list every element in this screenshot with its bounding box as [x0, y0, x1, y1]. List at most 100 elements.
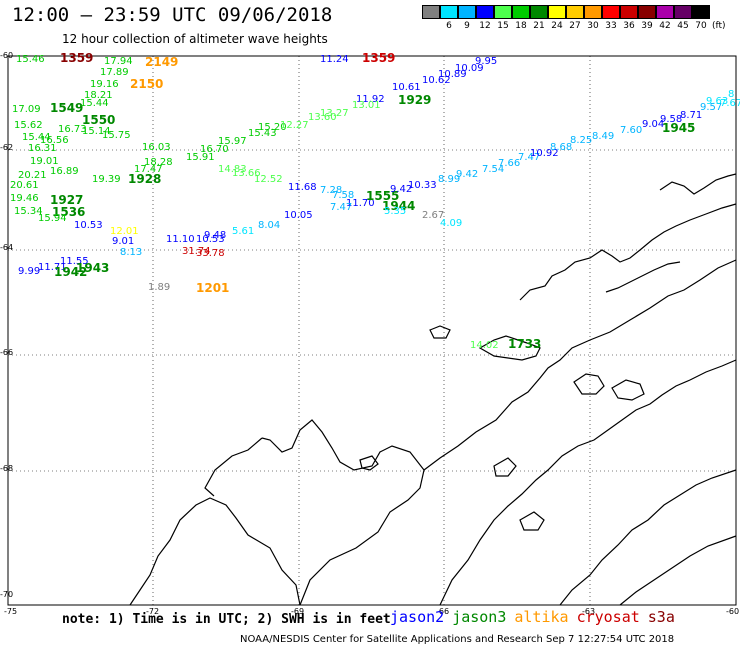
color-scale-step: 70 — [691, 5, 710, 31]
wave-height-label: 13.27 — [320, 108, 349, 119]
color-swatch — [421, 5, 440, 19]
color-swatch — [457, 5, 476, 19]
color-scale-step: 18 — [511, 5, 530, 31]
wave-height-label: 15.34 — [14, 206, 43, 217]
color-scale-step: 42 — [655, 5, 674, 31]
wave-height-label: 13.60 — [308, 112, 337, 123]
wave-height-label: 16.70 — [200, 144, 229, 155]
wave-height-label: 16.03 — [142, 142, 171, 153]
wave-height-label: 18.28 — [144, 157, 173, 168]
wave-height-label: 14.02 — [470, 340, 499, 351]
color-scale-label: 39 — [641, 21, 653, 31]
color-scale-step: 27 — [565, 5, 584, 31]
wave-height-label: 8 — [728, 89, 734, 100]
color-swatch — [439, 5, 458, 19]
wave-height-label: 15.44 — [22, 132, 51, 143]
wave-height-label: 19.16 — [90, 79, 119, 90]
color-scale-label: 21 — [533, 21, 545, 31]
wave-height-label: 9.63 — [706, 96, 728, 107]
color-swatch — [511, 5, 530, 19]
observation-time-label: 1549 — [50, 101, 83, 115]
wave-height-label: 7.60 — [620, 125, 642, 136]
wave-height-label: 33.78 — [196, 248, 225, 259]
color-scale-step: 6 — [439, 5, 458, 31]
color-scale-label: 12 — [479, 21, 491, 31]
wave-height-label: 12.01 — [110, 226, 139, 237]
wave-height-label: 15.46 — [16, 54, 45, 65]
wave-height-label: 16.89 — [50, 166, 79, 177]
wave-height-label: 9.42 — [390, 184, 412, 195]
footer-credit: NOAA/NESDIS Center for Satellite Applica… — [240, 634, 675, 645]
wave-height-label: 15.20 — [258, 122, 287, 133]
color-scale-step: 39 — [637, 5, 656, 31]
latitude-label: -68 — [0, 464, 13, 473]
latitude-labels: -60 -62 -64 -66 -68 -70 — [0, 51, 13, 599]
wave-height-label: 20.21 — [18, 170, 47, 181]
wave-height-label: 19.46 — [10, 193, 39, 204]
wave-height-label: 17.89 — [100, 67, 129, 78]
longitude-label: -66 — [436, 607, 449, 616]
wave-height-label: 17.09 — [12, 104, 41, 115]
wave-height-label: 19.39 — [92, 174, 121, 185]
wave-height-label: 9.48 — [204, 230, 226, 241]
mission-s3a: s3a — [647, 608, 675, 626]
color-scale-step: 12 — [475, 5, 494, 31]
wave-height-label: 10.53 — [74, 220, 103, 231]
wave-height-label: 11.70 — [346, 198, 375, 209]
wave-height-label: 16.73 — [58, 124, 87, 135]
color-scale-label: 36 — [623, 21, 635, 31]
color-scale-label: 6 — [446, 21, 452, 31]
color-scale-step: 36 — [619, 5, 638, 31]
observation-time-label: 1945 — [662, 121, 695, 135]
latitude-label: -66 — [0, 348, 13, 357]
mission-jason2: jason2 — [390, 608, 445, 626]
wave-height-label: 5.35 — [384, 206, 406, 217]
wave-height-label: 11.24 — [320, 54, 349, 65]
color-swatch — [493, 5, 512, 19]
observation-time-label: 1550 — [82, 113, 115, 127]
wave-height-label: 15.43 — [248, 128, 277, 139]
wave-height-label: 13.01 — [352, 100, 381, 111]
color-swatch — [547, 5, 566, 19]
latitude-label: -64 — [0, 243, 13, 252]
wave-height-label: 10.09 — [455, 63, 484, 74]
wave-height-label: 13.66 — [232, 168, 261, 179]
wave-height-label: 12.52 — [254, 174, 283, 185]
wave-height-label: 10.53 — [196, 234, 225, 245]
wave-height-label: 7.58 — [332, 190, 354, 201]
chart-subtitle: 12 hour collection of altimeter wave hei… — [62, 32, 328, 46]
observation-time-label: 1201 — [196, 281, 229, 295]
wave-height-label: 9.42 — [456, 169, 478, 180]
color-scale-label: 70 — [695, 21, 707, 31]
graticule — [8, 56, 736, 605]
longitude-label: -69 — [291, 607, 304, 616]
observation-time-label: 1943 — [76, 261, 109, 275]
wave-height-label: 4.09 — [440, 218, 462, 229]
latitude-label: -60 — [0, 51, 13, 60]
wave-height-label: 8.13 — [120, 247, 142, 258]
latitude-label: -70 — [0, 590, 13, 599]
wave-height-label: 8.49 — [592, 131, 614, 142]
wave-height-label: 9.57 — [700, 102, 722, 113]
wave-height-label: 7.47 — [518, 152, 540, 163]
wave-height-label: 20.61 — [10, 180, 39, 191]
observation-time-label: 1359 — [60, 51, 93, 65]
color-scale-label: 15 — [497, 21, 509, 31]
color-scale-label: 33 — [605, 21, 617, 31]
longitude-labels: -75 -72 -69 -66 -63 -60 — [4, 607, 739, 616]
color-scale-label: 30 — [587, 21, 599, 31]
wave-height-label: 19.01 — [30, 156, 59, 167]
wave-height-label: 10.05 — [284, 210, 313, 221]
wave-height-label: 10.89 — [438, 69, 467, 80]
color-swatch — [529, 5, 548, 19]
latitude-label: -62 — [0, 143, 13, 152]
color-scale-label: 42 — [659, 21, 671, 31]
observation-time-label: 1942 — [54, 265, 87, 279]
wave-height-label: 9.99 — [18, 266, 40, 277]
longitude-label: -63 — [582, 607, 595, 616]
wave-height-label: 12.27 — [280, 120, 309, 131]
wave-height-label: 11.55 — [60, 256, 89, 267]
wave-height-label: 10.62 — [422, 75, 451, 86]
wave-height-label: 8.68 — [550, 142, 572, 153]
observation-time-label: 1928 — [128, 172, 161, 186]
